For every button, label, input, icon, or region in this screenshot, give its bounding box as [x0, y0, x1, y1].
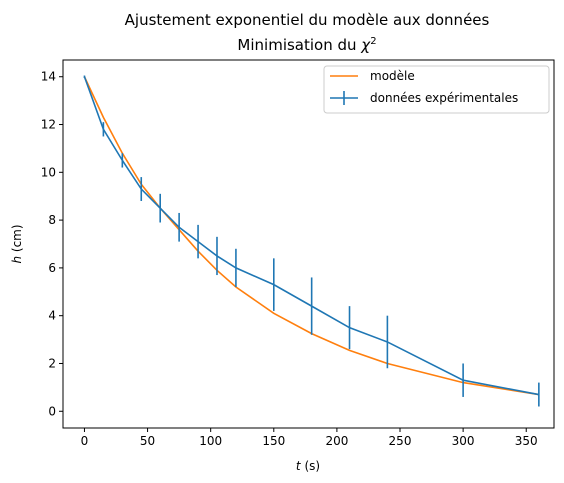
chart-subtitle-symbol: χ — [360, 36, 371, 54]
legend: modèle données expérimentales — [323, 65, 550, 114]
x-tick-label: 50 — [140, 434, 155, 448]
legend-label-model: modèle — [370, 69, 415, 83]
y-tick-label: 10 — [41, 165, 56, 179]
x-tick-label: 200 — [325, 434, 348, 448]
y-tick-label: 8 — [48, 213, 56, 227]
x-tick-label: 350 — [515, 434, 538, 448]
y-axis-label: h (cm) — [10, 224, 24, 263]
legend-box — [323, 65, 550, 114]
plot-area-frame — [62, 59, 555, 429]
x-tick-label: 0 — [81, 434, 89, 448]
y-axis-label-unit: (cm) — [10, 224, 24, 255]
legend-label-data: données expérimentales — [370, 91, 518, 105]
y-tick-label: 2 — [48, 356, 56, 370]
x-tick-label: 100 — [199, 434, 222, 448]
x-tick-label: 300 — [452, 434, 475, 448]
x-tick-label: 150 — [262, 434, 285, 448]
x-axis-label: t (s) — [296, 459, 320, 473]
y-tick-label: 6 — [48, 261, 56, 275]
chart-title: Ajustement exponentiel du modèle aux don… — [125, 11, 490, 29]
x-axis-label-unit: (s) — [301, 459, 320, 473]
y-tick-label: 4 — [48, 309, 56, 323]
y-tick-label: 0 — [48, 404, 56, 418]
x-axis-label-var: t — [296, 459, 302, 473]
chart-subtitle-text: Minimisation du — [237, 36, 361, 54]
y-tick-label: 12 — [41, 118, 56, 132]
y-tick-label: 14 — [41, 70, 56, 84]
y-axis-label-var: h — [10, 256, 24, 264]
plot-layer — [83, 75, 540, 407]
chart-subtitle: Minimisation du χ2 — [237, 36, 376, 54]
ticks-layer: 0 50 100 150 200 250 300 350 0 2 4 6 8 10 12 14 — [41, 70, 538, 448]
x-tick-label: 250 — [389, 434, 412, 448]
chart-subtitle-exponent: 2 — [370, 36, 376, 47]
